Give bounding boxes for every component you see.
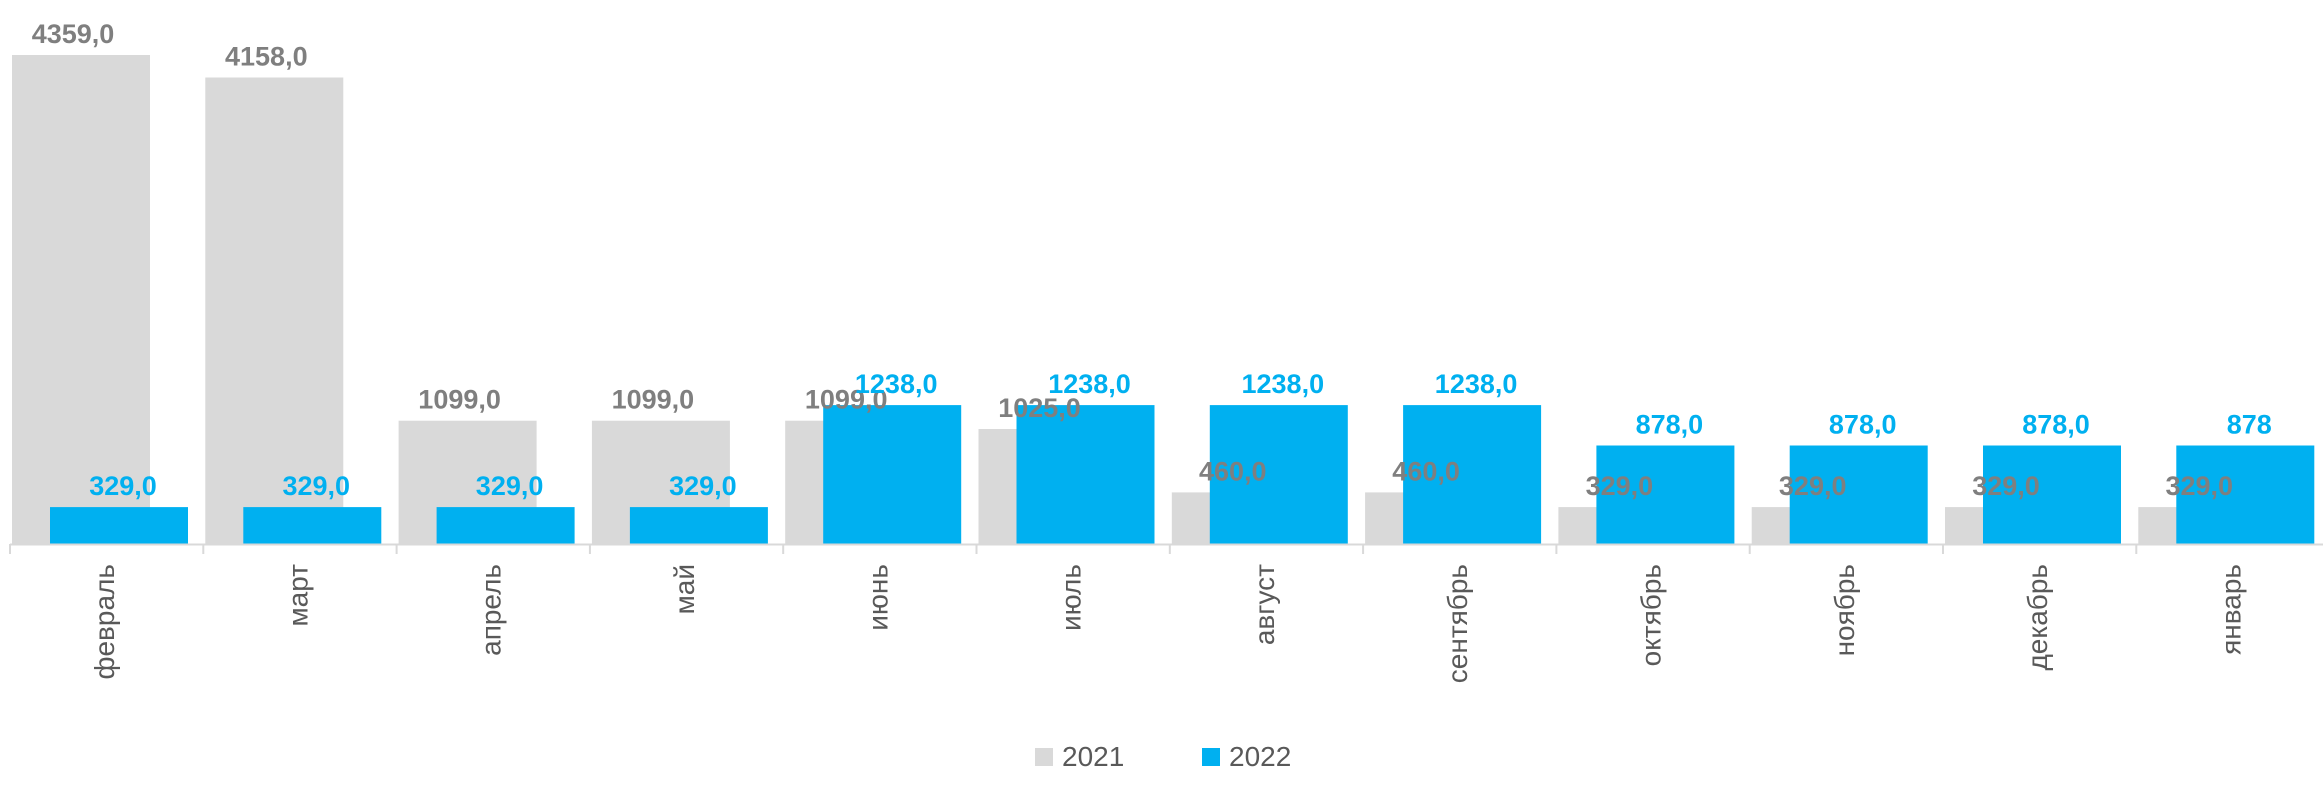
- value-label-2022-1: 329,0: [283, 471, 351, 501]
- value-label-2021-2: 1099,0: [418, 385, 501, 415]
- bar-2022-0: [50, 507, 188, 544]
- value-label-2022-5: 1238,0: [1048, 369, 1131, 399]
- bar-2022-9: [1789, 445, 1928, 544]
- legend-label-2021: 2021: [1062, 741, 1124, 772]
- value-labels-layer: 4359,0 329,0 4158,0 329,0 1099,0 329,0 1099,0 3…: [32, 19, 2272, 501]
- bar-2022-2: [436, 507, 575, 544]
- bar-2022-1: [243, 507, 382, 544]
- bar-2022-10: [1983, 445, 2121, 544]
- value-label-2021-11: 329,0: [2166, 471, 2234, 501]
- value-label-2022-8: 878,0: [1636, 410, 1704, 440]
- value-label-2021-3: 1099,0: [612, 385, 695, 415]
- legend-swatch-2021: [1035, 748, 1053, 766]
- value-label-2021-7: 460,0: [1392, 456, 1460, 486]
- x-tick-label-4: июнь: [862, 564, 893, 631]
- bars-layer: [12, 55, 2315, 544]
- value-label-2021-6: 460,0: [1199, 456, 1267, 486]
- x-tick-label-7: сентябрь: [1442, 564, 1473, 683]
- bar-2021-0: [12, 55, 150, 544]
- x-tick-label-6: август: [1249, 564, 1280, 645]
- x-tick-label-0: февраль: [89, 564, 120, 680]
- value-label-2022-11: 878: [2227, 410, 2272, 440]
- bar-2022-7: [1403, 405, 1542, 544]
- value-label-2022-7: 1238,0: [1435, 369, 1518, 399]
- bar-2022-6: [1209, 405, 1348, 544]
- bar-2022-8: [1596, 445, 1735, 544]
- legend-label-2022: 2022: [1229, 741, 1291, 772]
- value-label-2021-4: 1099,0: [805, 385, 888, 415]
- value-label-2021-8: 329,0: [1586, 471, 1654, 501]
- value-label-2022-3: 329,0: [669, 471, 737, 501]
- bar-2022-3: [629, 507, 768, 544]
- x-tick-label-2: апрель: [476, 564, 507, 656]
- x-axis: февраль март апрель май июнь июль август сентяб…: [9, 543, 2323, 683]
- bar-2022-4: [823, 405, 962, 544]
- value-label-2022-10: 878,0: [2022, 410, 2090, 440]
- legend: 2021 2022: [1035, 741, 1291, 772]
- value-label-2022-9: 878,0: [1829, 410, 1897, 440]
- value-label-2021-0: 4359,0: [32, 19, 115, 49]
- x-tick-label-9: ноябрь: [1829, 564, 1860, 656]
- value-label-2021-5: 1025,0: [998, 393, 1081, 423]
- value-label-2022-0: 329,0: [89, 471, 157, 501]
- legend-swatch-2022: [1202, 748, 1220, 766]
- x-tick-label-5: июль: [1056, 564, 1087, 631]
- bar-2022-11: [2176, 445, 2315, 544]
- bar-2021-1: [205, 77, 344, 544]
- x-tick-label-1: март: [282, 564, 313, 627]
- x-tick-label-8: октябрь: [1635, 564, 1666, 666]
- value-label-2021-9: 329,0: [1779, 471, 1847, 501]
- x-tick-label-11: январь: [2215, 564, 2246, 655]
- value-label-2022-2: 329,0: [476, 471, 544, 501]
- value-label-2022-6: 1238,0: [1242, 369, 1325, 399]
- value-label-2021-10: 329,0: [1972, 471, 2040, 501]
- x-tick-label-3: май: [669, 564, 700, 614]
- bar-2022-5: [1016, 405, 1155, 544]
- x-tick-label-10: декабрь: [2022, 564, 2053, 671]
- value-label-2021-1: 4158,0: [225, 42, 308, 72]
- value-label-2022-4: 1238,0: [855, 369, 938, 399]
